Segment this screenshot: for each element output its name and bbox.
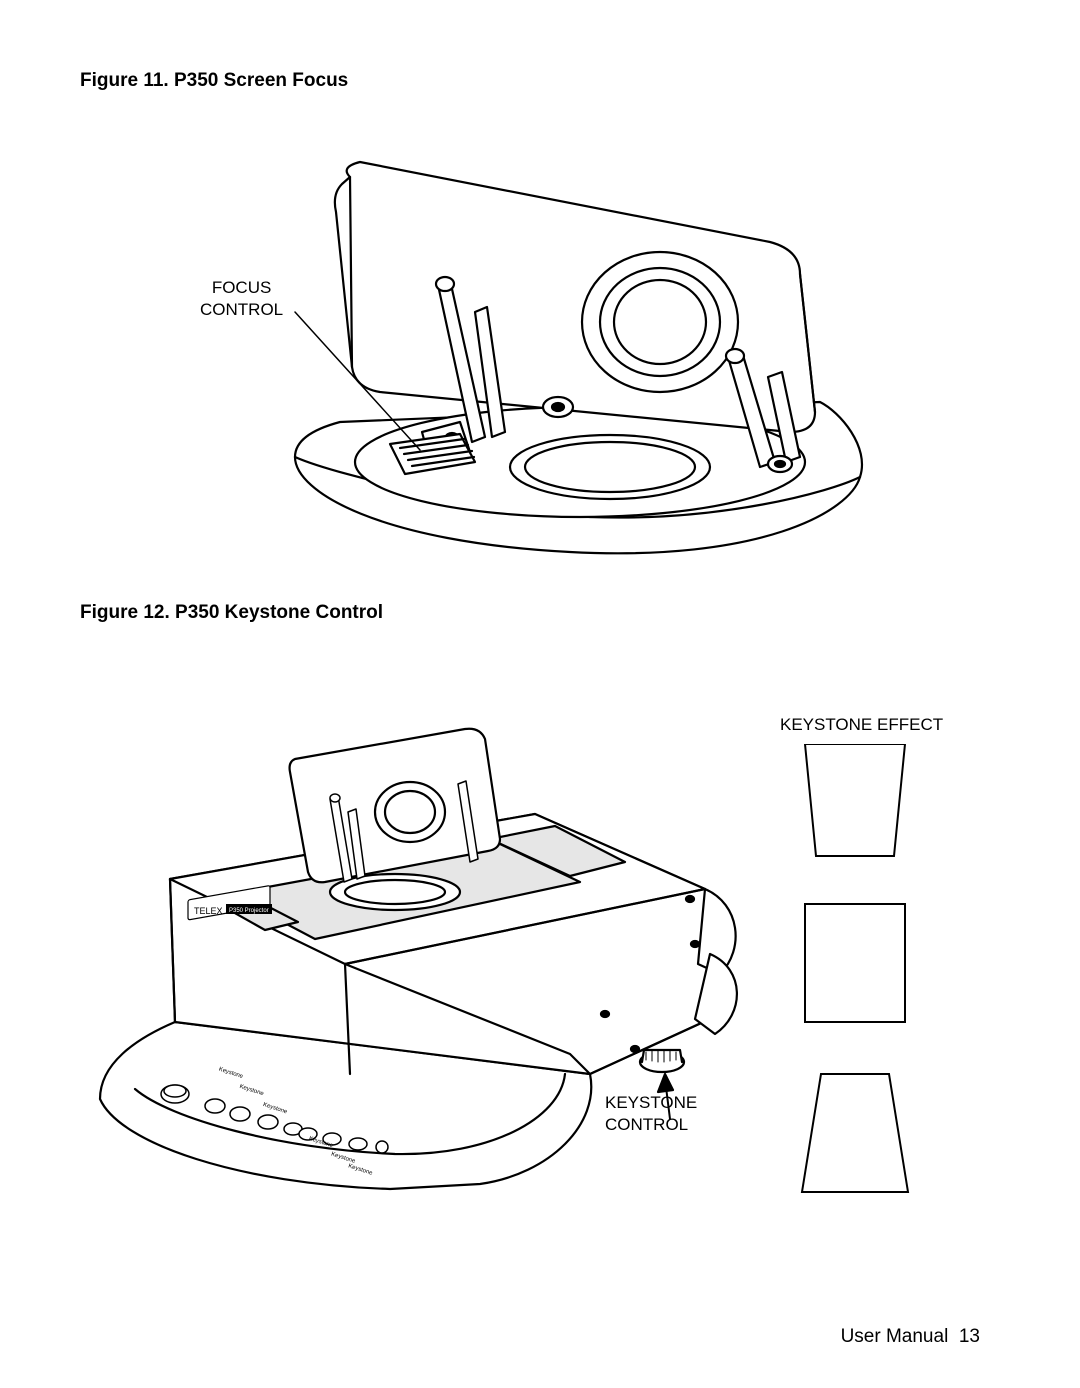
figure-11-area: FOCUS CONTROL [80,112,1000,602]
figure-11-caption: Figure 11. P350 Screen Focus [80,70,1000,92]
footer-page: 13 [959,1326,980,1347]
page-container: Figure 11. P350 Screen Focus FOCUS CONTR… [0,0,1080,1388]
figure-12-diagram: Keystone Keystone Keystone Keystone Keys… [80,644,780,1244]
figure-12-caption: Figure 12. P350 Keystone Control [80,602,1000,624]
figure-12-area: KEYSTONE EFFECT KEYSTONE CONTROL [80,644,1000,1264]
footer-label: User Manual [841,1326,949,1347]
keystone-control-text: KEYSTONE CONTROL [605,1093,697,1134]
footer: User Manual 13 [841,1326,980,1348]
badge-brand-text: TELEX [194,906,223,916]
keystone-control-label: KEYSTONE CONTROL [605,1092,697,1136]
keystone-effect-text: KEYSTONE EFFECT [780,715,943,734]
keystone-shapes [790,744,930,1204]
keystone-effect-label: KEYSTONE EFFECT [780,714,943,736]
badge-model-text: P350 Projector [229,908,269,914]
focus-control-text-1: FOCUS CONTROL [200,278,283,319]
figure-11-diagram [80,112,1000,602]
focus-control-label: FOCUS CONTROL [200,277,283,321]
